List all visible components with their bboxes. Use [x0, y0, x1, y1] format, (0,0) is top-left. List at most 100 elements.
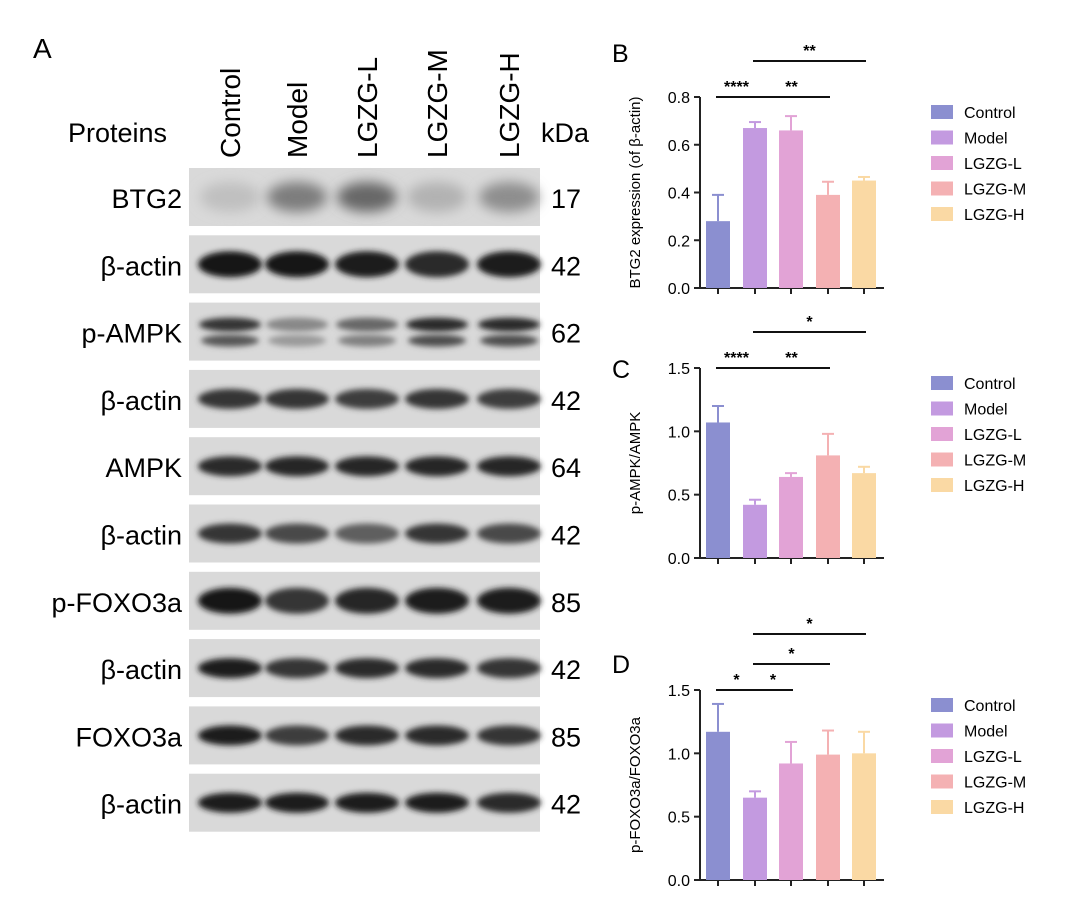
blot-band — [336, 317, 398, 332]
blot-band — [268, 334, 326, 347]
legend-swatch — [931, 749, 953, 763]
blot-band — [405, 251, 469, 278]
lane-label: Control — [215, 68, 246, 158]
significance-label: ** — [785, 79, 798, 96]
legend-swatch — [931, 800, 953, 814]
blot-band — [335, 587, 399, 614]
blot-band — [265, 523, 329, 544]
bar — [816, 455, 840, 558]
blot-band — [335, 456, 399, 477]
blot-band — [405, 456, 469, 477]
y-tick-label: 0.8 — [668, 90, 690, 107]
blot-band — [265, 658, 329, 679]
proteins-header: Proteins — [68, 118, 167, 148]
legend-swatch — [931, 401, 953, 416]
legend-label: LGZG-H — [964, 800, 1024, 817]
significance-label: **** — [724, 350, 750, 367]
blot-band — [479, 182, 539, 212]
blot-band — [335, 388, 399, 409]
blot-band — [335, 725, 399, 746]
legend-label: LGZG-M — [964, 182, 1026, 199]
significance-label: **** — [724, 79, 750, 96]
protein-label: β-actin — [100, 655, 182, 685]
blot-band — [198, 587, 262, 614]
blot-band — [265, 388, 329, 409]
chart-panel-c: C0.00.51.01.5p-AMPK/AMPK**** ***ControlMo… — [612, 314, 1026, 568]
blot-band — [406, 317, 468, 332]
legend-label: Control — [964, 105, 1016, 122]
y-tick-label: 0.4 — [668, 186, 690, 203]
chart-panel-b: B 0.0 0.2 0.4 0.6 0.8 BTG2 expression (of β-ac… — [612, 40, 1026, 298]
blot-band — [477, 251, 541, 278]
blot-band — [198, 523, 262, 544]
significance-label: * — [788, 646, 795, 663]
legend-label: Model — [964, 131, 1008, 148]
kda-value: 17 — [551, 184, 581, 214]
blot-band — [477, 388, 541, 409]
lane-label: Model — [282, 82, 313, 158]
lane-label: LGZG-H — [494, 52, 525, 158]
kda-value: 62 — [551, 319, 581, 349]
legend-swatch — [931, 376, 953, 390]
blot-band — [335, 792, 399, 813]
kda-value: 85 — [551, 588, 581, 618]
kda-value: 42 — [551, 251, 581, 281]
lane-label: LGZG-M — [422, 49, 453, 158]
bar — [852, 180, 876, 288]
y-tick-label: 1.0 — [668, 424, 690, 441]
blot-band — [335, 658, 399, 679]
kda-value: 85 — [551, 722, 581, 752]
protein-label: FOXO3a — [75, 722, 183, 752]
significance-label: * — [806, 314, 813, 331]
blot-band — [335, 523, 399, 544]
blot-band — [405, 523, 469, 544]
blot-band — [201, 334, 259, 347]
legend-swatch — [931, 181, 953, 196]
blot-band — [267, 182, 327, 212]
kda-value: 42 — [551, 655, 581, 685]
y-tick-label: 1.0 — [668, 746, 690, 763]
blot-band — [405, 725, 469, 746]
bar — [743, 504, 767, 558]
bar — [779, 130, 803, 288]
legend-label: LGZG-L — [964, 156, 1022, 173]
blot-band — [405, 388, 469, 409]
panel-letter: C — [612, 356, 630, 384]
blot-band — [477, 523, 541, 544]
blot-band — [198, 725, 262, 746]
protein-label: p-AMPK — [81, 319, 182, 349]
legend-swatch — [931, 105, 953, 119]
protein-label: β-actin — [100, 790, 182, 820]
legend-swatch — [931, 130, 953, 145]
blot-band — [337, 182, 397, 212]
legend-swatch — [931, 723, 953, 738]
legend-label: Model — [964, 402, 1008, 419]
legend-label: LGZG-M — [964, 775, 1026, 792]
y-tick-label: 0.6 — [668, 138, 690, 155]
y-tick-label: 0.5 — [668, 810, 690, 827]
blot-band — [338, 334, 396, 347]
legend-label: LGZG-H — [964, 478, 1024, 495]
legend-label: LGZG-H — [964, 207, 1024, 224]
blot-band — [266, 317, 328, 332]
bar — [706, 731, 730, 880]
kda-value: 42 — [551, 521, 581, 551]
blot-band — [265, 587, 329, 614]
y-tick-label: 0.0 — [668, 281, 690, 298]
legend-label: Control — [964, 376, 1016, 393]
legend-swatch — [931, 774, 953, 789]
legend-label: LGZG-L — [964, 427, 1022, 444]
y-tick-label: 0.0 — [668, 551, 690, 568]
legend-label: Model — [964, 724, 1008, 741]
legend-swatch — [931, 698, 953, 712]
blot-band — [405, 587, 469, 614]
blot-band — [477, 725, 541, 746]
bar — [706, 422, 730, 558]
bar — [743, 128, 767, 288]
panel-letter: B — [612, 40, 629, 68]
blot-band — [480, 334, 538, 347]
y-tick-label: 1.5 — [668, 361, 690, 378]
blot-band — [407, 182, 467, 212]
blot-band — [198, 792, 262, 813]
